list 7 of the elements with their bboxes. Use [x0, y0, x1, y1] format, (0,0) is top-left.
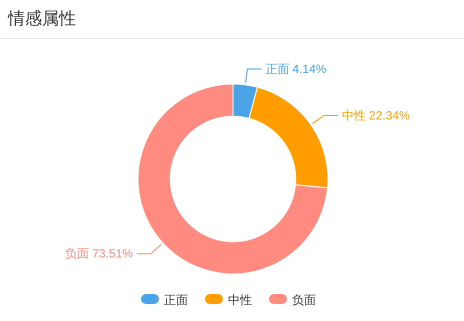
slice-label: 负面: [65, 246, 90, 261]
legend-label: 正面: [164, 293, 188, 307]
legend-label: 中性: [228, 293, 252, 307]
slice-label: 正面: [265, 62, 290, 76]
chart-title: 情感属性: [7, 9, 76, 28]
legend-label: 负面: [292, 293, 316, 307]
slice-label: 中性: [342, 108, 366, 123]
